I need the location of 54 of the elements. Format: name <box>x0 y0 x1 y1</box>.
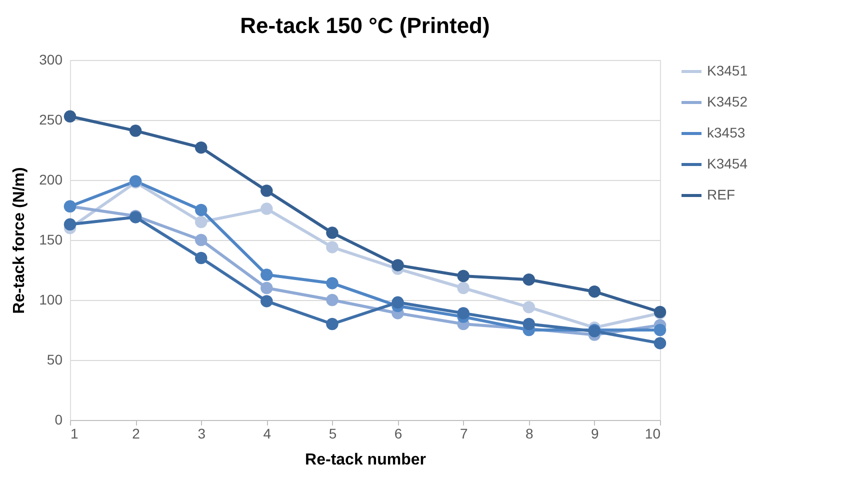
point <box>260 202 273 215</box>
x-tick-label: 1 <box>70 426 78 442</box>
legend-label: K3454 <box>707 156 748 172</box>
x-tick-label: 9 <box>591 426 600 442</box>
point <box>194 234 208 246</box>
x-tick-label: 2 <box>132 426 140 442</box>
point <box>260 268 273 281</box>
legend-label: REF <box>707 186 735 202</box>
point <box>326 241 338 254</box>
point <box>194 216 208 228</box>
point <box>522 273 536 286</box>
point <box>260 282 273 294</box>
point <box>392 296 404 309</box>
x-tick-label: 3 <box>198 426 206 442</box>
point <box>194 204 208 216</box>
x-tick-label: 7 <box>460 426 468 442</box>
point <box>457 307 470 320</box>
chart-title: Re-tack 150 °C (Printed) <box>240 13 490 38</box>
x-tick-label: 5 <box>328 426 337 442</box>
point <box>326 226 338 239</box>
point <box>522 318 536 330</box>
point <box>588 285 601 298</box>
legend-label: k3453 <box>707 124 746 140</box>
point <box>654 324 666 336</box>
x-tick-label: 6 <box>394 426 402 442</box>
legend-label: K3451 <box>707 62 748 78</box>
x-axis-title: Re-tack number <box>305 452 426 468</box>
point <box>194 252 208 264</box>
point <box>64 110 76 123</box>
point <box>457 282 470 294</box>
point <box>260 295 273 308</box>
point <box>522 301 536 314</box>
y-axis-title: Re-tack force (N/m) <box>11 167 28 314</box>
point <box>129 124 142 137</box>
point <box>260 184 273 197</box>
y-tick-label: 200 <box>39 172 63 188</box>
x-tick-label: 4 <box>263 426 272 442</box>
point <box>326 294 338 306</box>
y-tick-label: 250 <box>39 112 63 128</box>
point <box>392 259 404 272</box>
y-tick-label: 150 <box>39 232 63 248</box>
y-tick-label: 300 <box>39 52 63 68</box>
point <box>194 141 208 154</box>
x-tick-label: 8 <box>525 426 534 442</box>
y-tick-label: 50 <box>46 352 63 368</box>
point <box>457 270 470 282</box>
point <box>64 218 76 231</box>
x-tick-label: 10 <box>644 426 661 442</box>
y-tick-label: 100 <box>39 292 63 308</box>
point <box>654 337 666 350</box>
point <box>326 277 338 290</box>
point <box>326 318 338 330</box>
legend-label: K3452 <box>707 94 748 110</box>
y-tick-label: 0 <box>54 412 63 428</box>
